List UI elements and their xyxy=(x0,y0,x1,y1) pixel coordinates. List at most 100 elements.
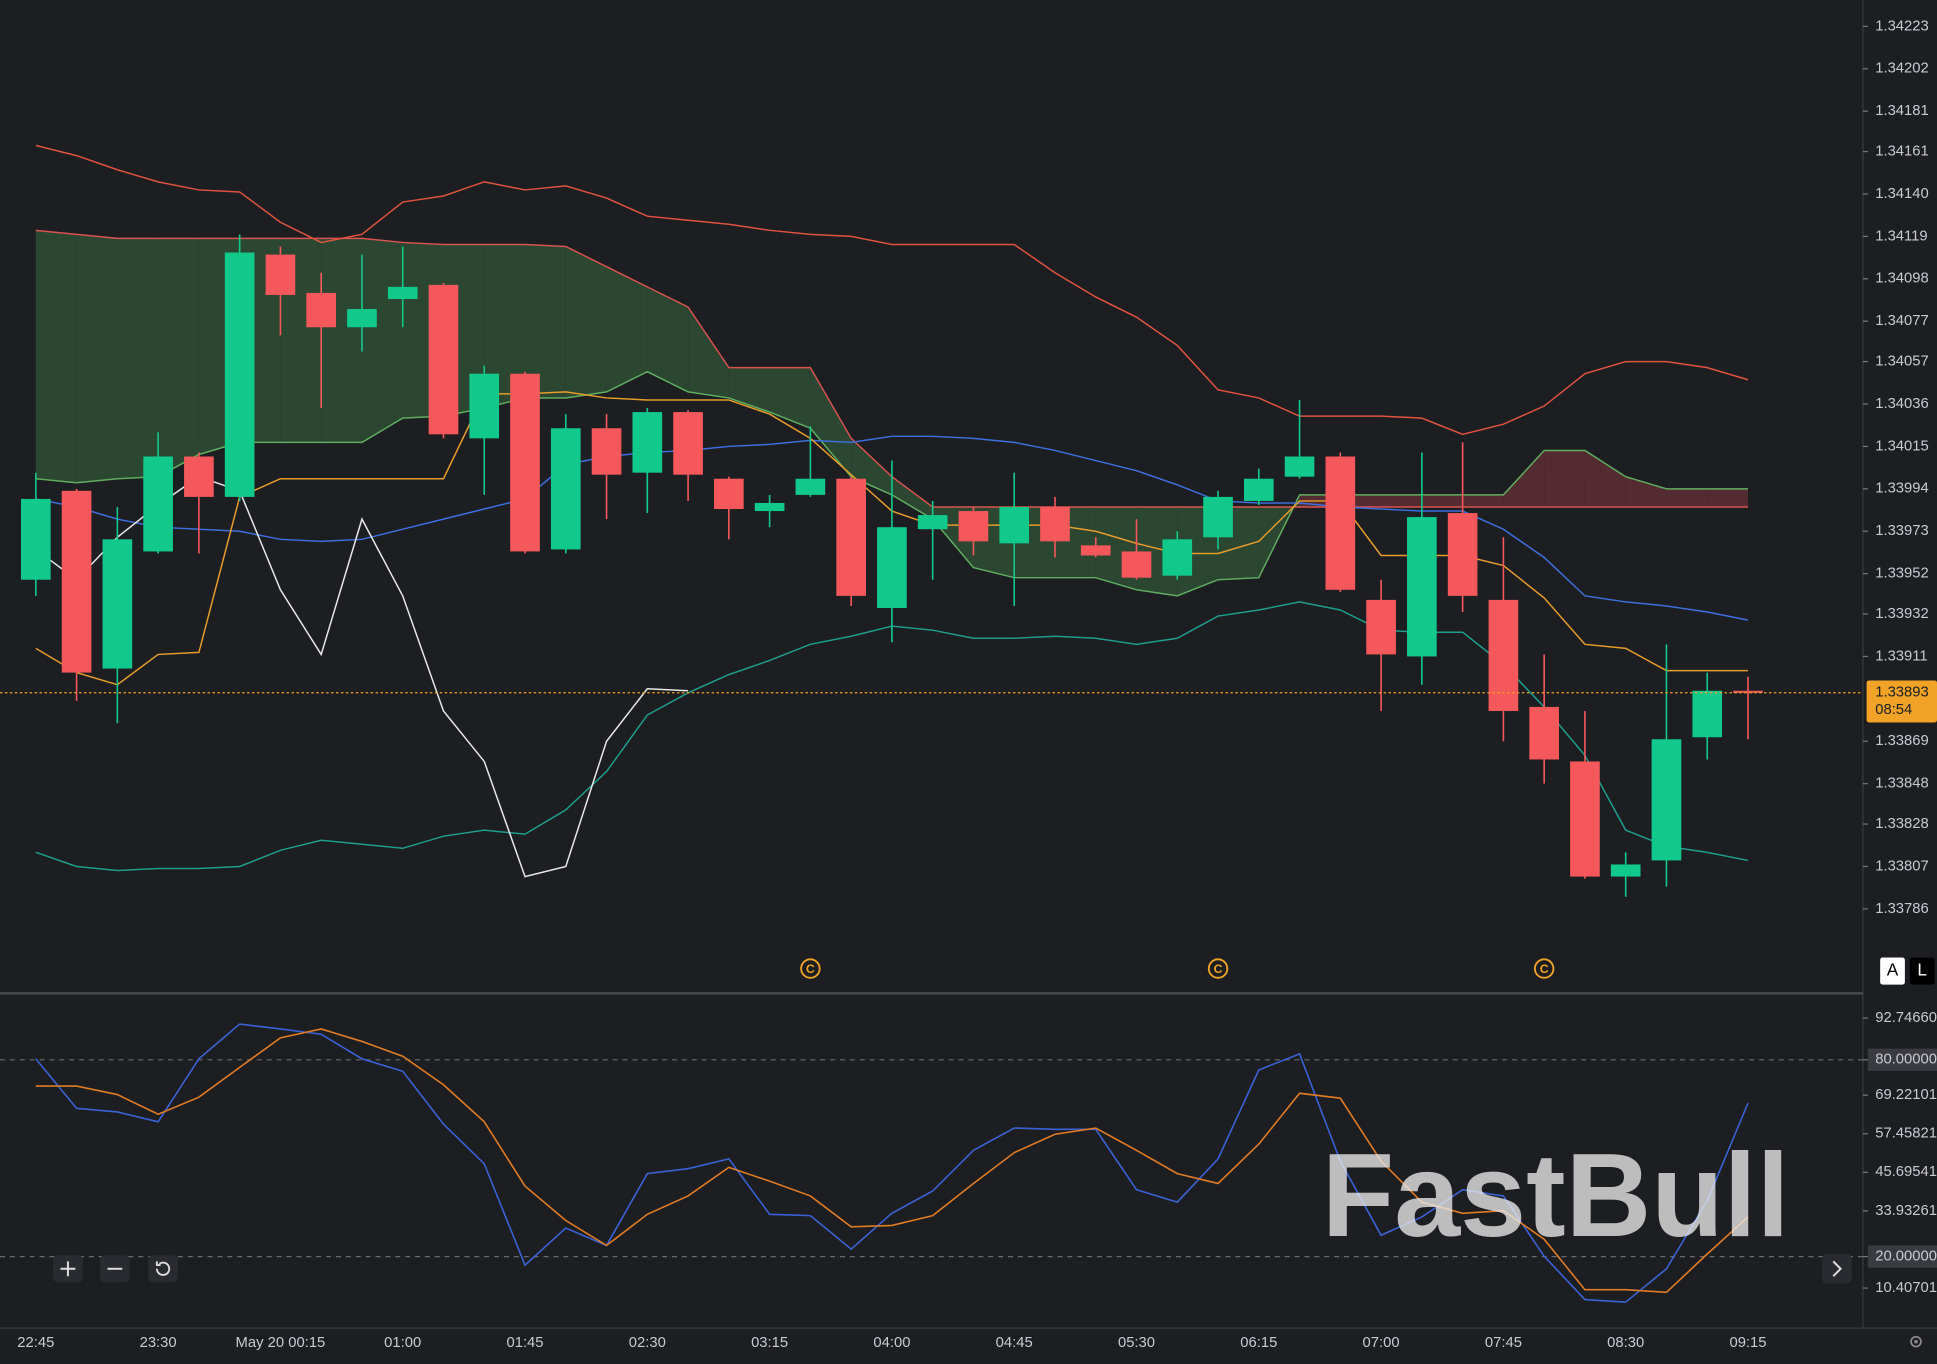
candle-body xyxy=(306,292,337,328)
y-tick-label: 92.74660 xyxy=(1875,1010,1937,1026)
cloud-fill xyxy=(688,307,729,398)
y-tick-label: 10.40701 xyxy=(1875,1280,1937,1296)
zoom-in-button[interactable] xyxy=(53,1255,83,1283)
last-price-label: 1.33893 xyxy=(1875,685,1929,701)
candle-body xyxy=(1366,599,1396,655)
cloud-fill xyxy=(35,230,77,483)
cloud-fill xyxy=(1584,450,1626,508)
candle-body xyxy=(958,511,989,542)
y-tick-label: 1.34202 xyxy=(1875,61,1929,77)
y-tick-label: 1.33932 xyxy=(1875,606,1929,622)
settings-button[interactable] xyxy=(1910,1335,1922,1348)
event-marker xyxy=(1207,958,1229,979)
y-tick-label: 1.34119 xyxy=(1875,228,1927,244)
cloud-fill xyxy=(1503,450,1545,508)
cloud-fill xyxy=(361,238,403,443)
candle-body xyxy=(1692,690,1723,738)
candle-body xyxy=(1610,864,1641,877)
x-tick-label: 03:15 xyxy=(751,1335,788,1351)
scale-button-bg xyxy=(1909,957,1935,985)
cloud-fill xyxy=(158,238,199,477)
candle-body xyxy=(550,428,581,550)
x-tick-label: 04:45 xyxy=(996,1335,1033,1351)
y-tick-label: 80.00000 xyxy=(1875,1052,1937,1068)
level-label-box xyxy=(1867,1245,1937,1268)
cloud-fill xyxy=(1381,494,1422,508)
candle-body xyxy=(1570,761,1600,877)
y-tick-label: 1.33848 xyxy=(1875,776,1929,792)
scroll-right-button[interactable] xyxy=(1822,1253,1852,1284)
x-tick-label: 01:00 xyxy=(384,1335,421,1351)
cloud-fill xyxy=(891,476,933,520)
candle-body xyxy=(143,456,173,552)
cloud-fill xyxy=(76,234,118,483)
event-marker xyxy=(1533,958,1555,979)
reset-button[interactable] xyxy=(148,1255,178,1283)
candle-body xyxy=(102,539,133,669)
candle-body xyxy=(510,373,540,552)
candle-body xyxy=(795,478,826,495)
candle-body xyxy=(1162,539,1193,576)
cloud-fill xyxy=(769,367,811,429)
countdown-label: 08:54 xyxy=(1875,702,1912,718)
candle-body xyxy=(836,478,866,596)
candle-body xyxy=(1407,517,1437,657)
y-tick-label: 1.33807 xyxy=(1875,858,1929,874)
candle-body xyxy=(591,428,622,475)
candle-body xyxy=(877,527,907,608)
event-label: C xyxy=(806,962,815,976)
cloud-fill xyxy=(1625,476,1667,508)
x-tick-label: 07:45 xyxy=(1485,1335,1522,1351)
scale-button[interactable]: L xyxy=(1909,957,1935,985)
scale-button[interactable]: A xyxy=(1880,957,1905,985)
y-tick-label: 1.34161 xyxy=(1875,143,1929,159)
candle-body xyxy=(714,478,744,510)
watermark: FastBull xyxy=(1322,1130,1790,1262)
candle-body xyxy=(1447,513,1478,596)
cloud-fill xyxy=(647,286,689,392)
candle-body xyxy=(1651,739,1682,861)
y-tick-label: 1.34057 xyxy=(1875,354,1929,370)
oscillator-line xyxy=(35,1023,1749,1304)
candle-body xyxy=(1325,456,1356,590)
y-tick-label: 1.34223 xyxy=(1875,18,1929,34)
x-tick-label: 23:30 xyxy=(140,1335,177,1351)
candle-body xyxy=(1040,507,1070,542)
y-tick-label: 57.45821 xyxy=(1875,1126,1937,1142)
y-tick-label: 69.22101 xyxy=(1875,1087,1937,1103)
candle-body xyxy=(224,252,255,497)
x-tick-label: 08:30 xyxy=(1607,1335,1644,1351)
cloud-fill xyxy=(1462,494,1504,508)
y-tick-label: 1.33911 xyxy=(1875,648,1927,664)
x-tick-label: 06:15 xyxy=(1240,1335,1277,1351)
x-tick-label: 07:00 xyxy=(1363,1335,1400,1351)
candle-body xyxy=(469,373,500,439)
y-tick-label: 1.33828 xyxy=(1875,816,1929,832)
zoom-out-button[interactable] xyxy=(100,1255,130,1283)
scale-button-label: A xyxy=(1887,960,1899,980)
y-tick-label: 1.33786 xyxy=(1875,901,1929,917)
candle-body xyxy=(387,286,418,299)
cloud-fill xyxy=(525,244,566,398)
cloud-fill xyxy=(606,266,648,392)
candle-body xyxy=(61,490,92,673)
candle-body xyxy=(347,309,377,328)
candle-body xyxy=(21,498,51,580)
cloud-fill xyxy=(484,244,526,409)
cloud-fill xyxy=(1421,494,1463,508)
y-tick-label: 1.33869 xyxy=(1875,733,1929,749)
candle-body xyxy=(754,502,785,512)
last-price-box xyxy=(1866,680,1937,723)
candle-body xyxy=(1121,551,1152,578)
y-tick-label: 1.34036 xyxy=(1875,396,1929,412)
candle-body xyxy=(1203,496,1233,538)
event-label: C xyxy=(1214,962,1223,976)
candle-body xyxy=(1080,545,1111,556)
cloud-fill xyxy=(117,238,159,479)
y-tick-label: 1.33994 xyxy=(1875,481,1929,497)
x-tick-label: May 20 00:15 xyxy=(236,1335,326,1351)
y-tick-label: 1.34098 xyxy=(1875,271,1929,287)
